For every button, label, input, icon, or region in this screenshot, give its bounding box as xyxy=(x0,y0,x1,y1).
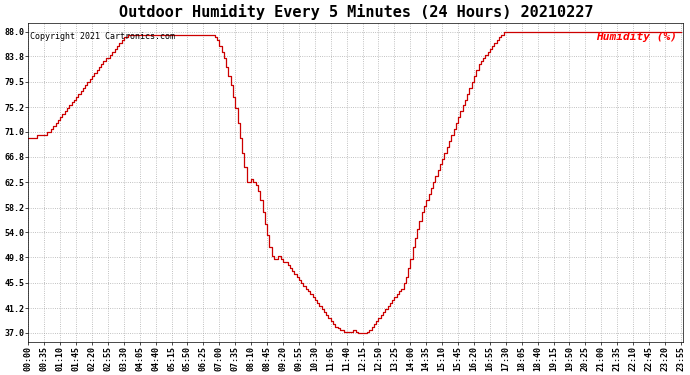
Text: Humidity (%): Humidity (%) xyxy=(595,32,677,42)
Text: Copyright 2021 Cartronics.com: Copyright 2021 Cartronics.com xyxy=(30,32,175,41)
Title: Outdoor Humidity Every 5 Minutes (24 Hours) 20210227: Outdoor Humidity Every 5 Minutes (24 Hou… xyxy=(119,4,593,20)
